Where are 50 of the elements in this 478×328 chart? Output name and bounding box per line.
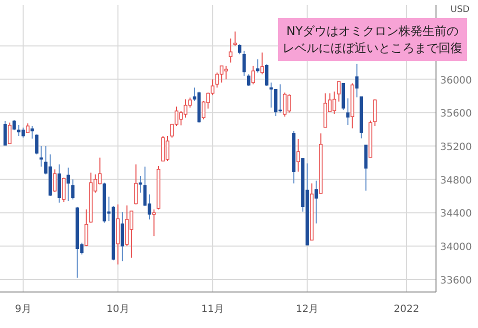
candlestick xyxy=(260,52,264,75)
x-tick-label: 12月 xyxy=(296,304,319,315)
candlestick xyxy=(71,178,74,200)
y-tick-label: 35600 xyxy=(440,108,472,120)
y-tick-label: 34400 xyxy=(440,208,472,220)
candlestick xyxy=(296,138,300,172)
candlestick xyxy=(314,180,318,224)
candlestick xyxy=(12,119,16,131)
candlestick xyxy=(247,74,250,86)
candlestick xyxy=(256,58,260,74)
candlestick xyxy=(52,168,57,192)
candlestick xyxy=(242,50,246,76)
annotation: NYダウはオミクロン株発生前の xyxy=(286,24,459,38)
candlestick xyxy=(138,176,142,194)
candlestick xyxy=(62,177,66,203)
annotation: レベルにほぼ近いところまで回復 xyxy=(282,41,462,55)
candlestick xyxy=(373,98,377,126)
candlestick xyxy=(233,31,237,46)
candlestick xyxy=(35,134,38,155)
candlestick xyxy=(84,208,88,247)
candlestick xyxy=(30,125,34,140)
candlestick xyxy=(26,122,30,134)
candlestick xyxy=(120,212,124,262)
y-tick-label: 36000 xyxy=(440,75,472,86)
x-tick-label: 10月 xyxy=(106,304,130,315)
candlestick xyxy=(134,164,138,205)
candlestick xyxy=(238,44,242,55)
candlestick xyxy=(8,122,12,144)
candlestick xyxy=(287,94,292,114)
candlestick xyxy=(346,98,350,126)
candlestick xyxy=(152,208,156,237)
candlestick xyxy=(282,92,287,118)
y-tick-label: 35200 xyxy=(440,142,472,153)
y-tick-label: 34800 xyxy=(440,175,472,186)
candlestick xyxy=(251,65,255,85)
y-tick-label: 33600 xyxy=(440,275,472,286)
candlestick xyxy=(265,64,268,86)
x-tick-label: 2022 xyxy=(394,304,420,315)
candlestick xyxy=(66,167,70,202)
y-tick-label: 34000 xyxy=(440,242,472,254)
candlestick xyxy=(364,144,368,192)
candlestick xyxy=(40,145,43,168)
x-tick-label: 9月 xyxy=(15,304,32,315)
y-axis-title: USD xyxy=(450,5,470,15)
x-tick-label: 11月 xyxy=(201,304,224,315)
candlestick xyxy=(228,38,232,64)
candlestick xyxy=(355,63,359,98)
candlestick xyxy=(4,120,7,146)
candlestick xyxy=(224,65,228,80)
candlestick xyxy=(337,81,341,102)
